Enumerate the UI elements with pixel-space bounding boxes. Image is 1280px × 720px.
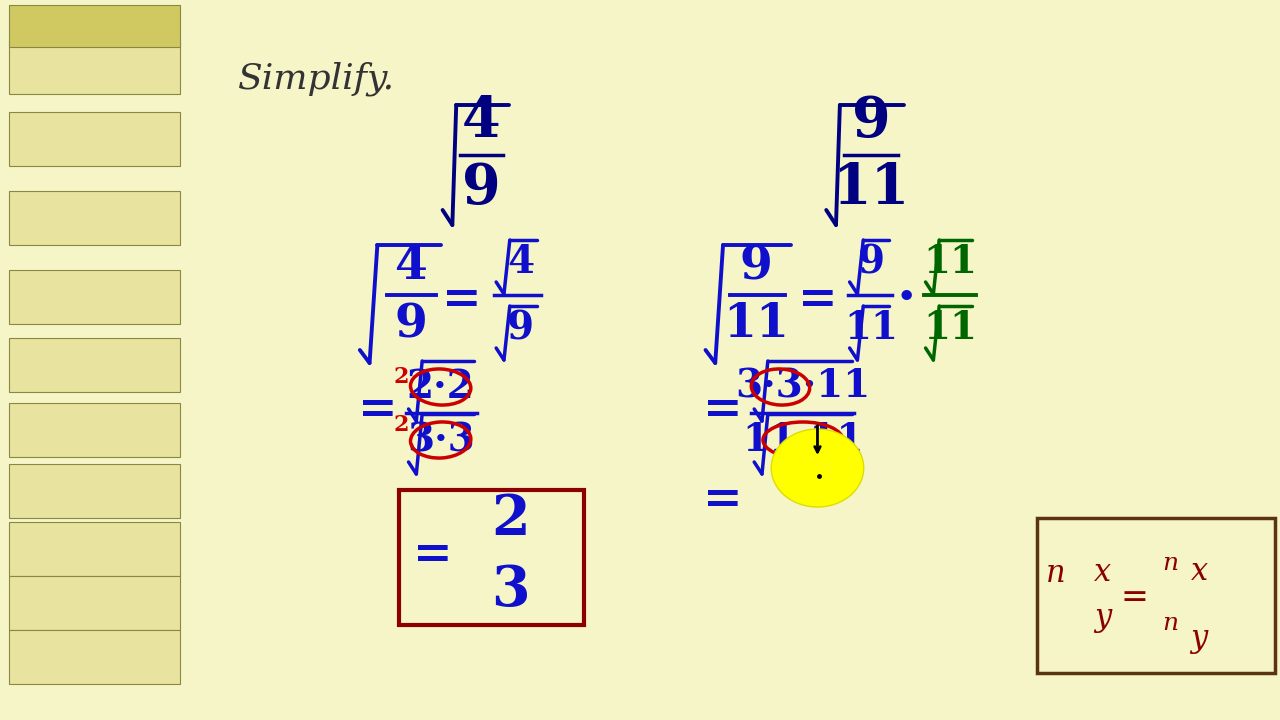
FancyBboxPatch shape xyxy=(399,490,584,625)
Text: 3·3·11: 3·3·11 xyxy=(735,368,870,406)
Text: =: = xyxy=(703,387,742,433)
Text: 9: 9 xyxy=(462,161,500,216)
Text: =: = xyxy=(703,477,742,523)
FancyBboxPatch shape xyxy=(9,464,180,518)
Text: 4: 4 xyxy=(507,243,534,281)
Text: =: = xyxy=(413,532,453,578)
Text: 9: 9 xyxy=(740,243,773,289)
Text: 3·3: 3·3 xyxy=(407,421,475,459)
FancyBboxPatch shape xyxy=(9,40,180,94)
Text: 9: 9 xyxy=(851,94,891,149)
Text: 2: 2 xyxy=(492,492,530,547)
FancyBboxPatch shape xyxy=(9,522,180,576)
Text: 9: 9 xyxy=(394,301,428,347)
Text: 4: 4 xyxy=(394,243,428,289)
FancyBboxPatch shape xyxy=(9,5,180,47)
Text: n: n xyxy=(1046,557,1066,588)
Text: y: y xyxy=(1094,602,1111,633)
Text: ·: · xyxy=(896,271,915,325)
Text: x: x xyxy=(1094,557,1111,588)
Text: =: = xyxy=(357,387,397,433)
Text: 2: 2 xyxy=(393,414,408,436)
Text: 2: 2 xyxy=(393,366,408,388)
Text: 11·11: 11·11 xyxy=(742,421,864,459)
FancyBboxPatch shape xyxy=(1037,518,1275,673)
Text: 9: 9 xyxy=(858,243,884,281)
FancyBboxPatch shape xyxy=(9,112,180,166)
Text: =: = xyxy=(797,277,837,323)
Ellipse shape xyxy=(772,429,864,507)
Text: n: n xyxy=(1162,552,1178,575)
FancyBboxPatch shape xyxy=(9,270,180,324)
Text: =: = xyxy=(1120,582,1148,614)
Text: 4: 4 xyxy=(462,94,500,149)
Text: 11: 11 xyxy=(923,243,977,281)
Text: x: x xyxy=(1190,556,1208,587)
Text: n: n xyxy=(1162,613,1178,636)
FancyBboxPatch shape xyxy=(9,630,180,684)
FancyBboxPatch shape xyxy=(9,576,180,630)
Text: 3: 3 xyxy=(492,563,530,618)
Text: Simplify.: Simplify. xyxy=(238,62,396,96)
Text: =: = xyxy=(443,277,481,323)
FancyBboxPatch shape xyxy=(9,403,180,457)
Text: 11: 11 xyxy=(723,301,790,347)
Text: 11: 11 xyxy=(832,161,910,216)
FancyBboxPatch shape xyxy=(9,191,180,245)
Text: 11: 11 xyxy=(923,309,977,347)
Text: 11: 11 xyxy=(844,309,899,347)
Text: 2·2: 2·2 xyxy=(407,368,475,406)
Text: y: y xyxy=(1190,623,1208,654)
Text: 9: 9 xyxy=(507,309,534,347)
FancyBboxPatch shape xyxy=(9,338,180,392)
